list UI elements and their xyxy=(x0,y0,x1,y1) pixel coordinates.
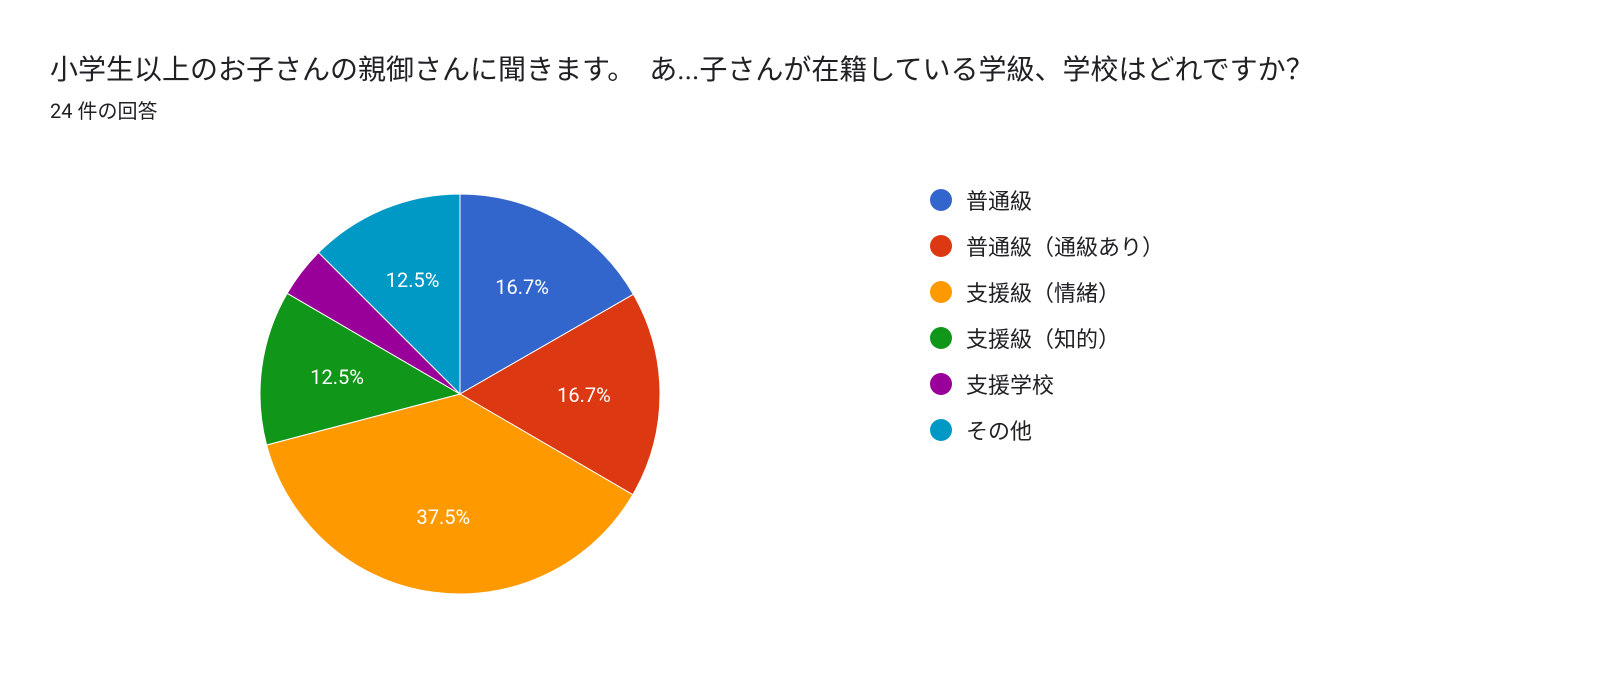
chart-header: 小学生以上のお子さんの親御さんに聞きます。 あ...子さんが在籍している学級、学… xyxy=(50,50,1550,124)
legend-label: 支援学校 xyxy=(966,368,1054,400)
legend-item[interactable]: 支援級（情緒） xyxy=(930,276,1164,308)
legend-swatch xyxy=(930,235,952,257)
legend-swatch xyxy=(930,373,952,395)
legend-swatch xyxy=(930,419,952,441)
legend-swatch xyxy=(930,281,952,303)
chart-legend: 普通級普通級（通級あり） 支援級（情緒） 支援級（知的） 支援学校その他 xyxy=(930,184,1164,446)
legend-label: 普通級（通級あり） xyxy=(966,230,1164,262)
legend-label: 普通級 xyxy=(966,184,1032,216)
legend-swatch xyxy=(930,189,952,211)
legend-label: 支援級（情緒） xyxy=(966,276,1120,308)
legend-item[interactable]: 普通級（通級あり） xyxy=(930,230,1164,262)
legend-swatch xyxy=(930,327,952,349)
chart-subtitle: 24 件の回答 xyxy=(50,95,1550,124)
legend-label: 支援級（知的） xyxy=(966,322,1120,354)
legend-item[interactable]: 普通級 xyxy=(930,184,1164,216)
legend-label: その他 xyxy=(966,414,1032,446)
pie-chart[interactable]: 16.7%16.7%37.5%12.5%12.5% xyxy=(260,194,660,594)
legend-item[interactable]: 支援級（知的） xyxy=(930,322,1164,354)
legend-item[interactable]: 支援学校 xyxy=(930,368,1164,400)
chart-title: 小学生以上のお子さんの親御さんに聞きます。 あ...子さんが在籍している学級、学… xyxy=(50,50,1550,89)
legend-item[interactable]: その他 xyxy=(930,414,1164,446)
chart-content: 16.7%16.7%37.5%12.5%12.5% 普通級普通級（通級あり） 支援… xyxy=(50,164,1550,624)
pie-chart-area: 16.7%16.7%37.5%12.5%12.5% xyxy=(50,164,750,624)
